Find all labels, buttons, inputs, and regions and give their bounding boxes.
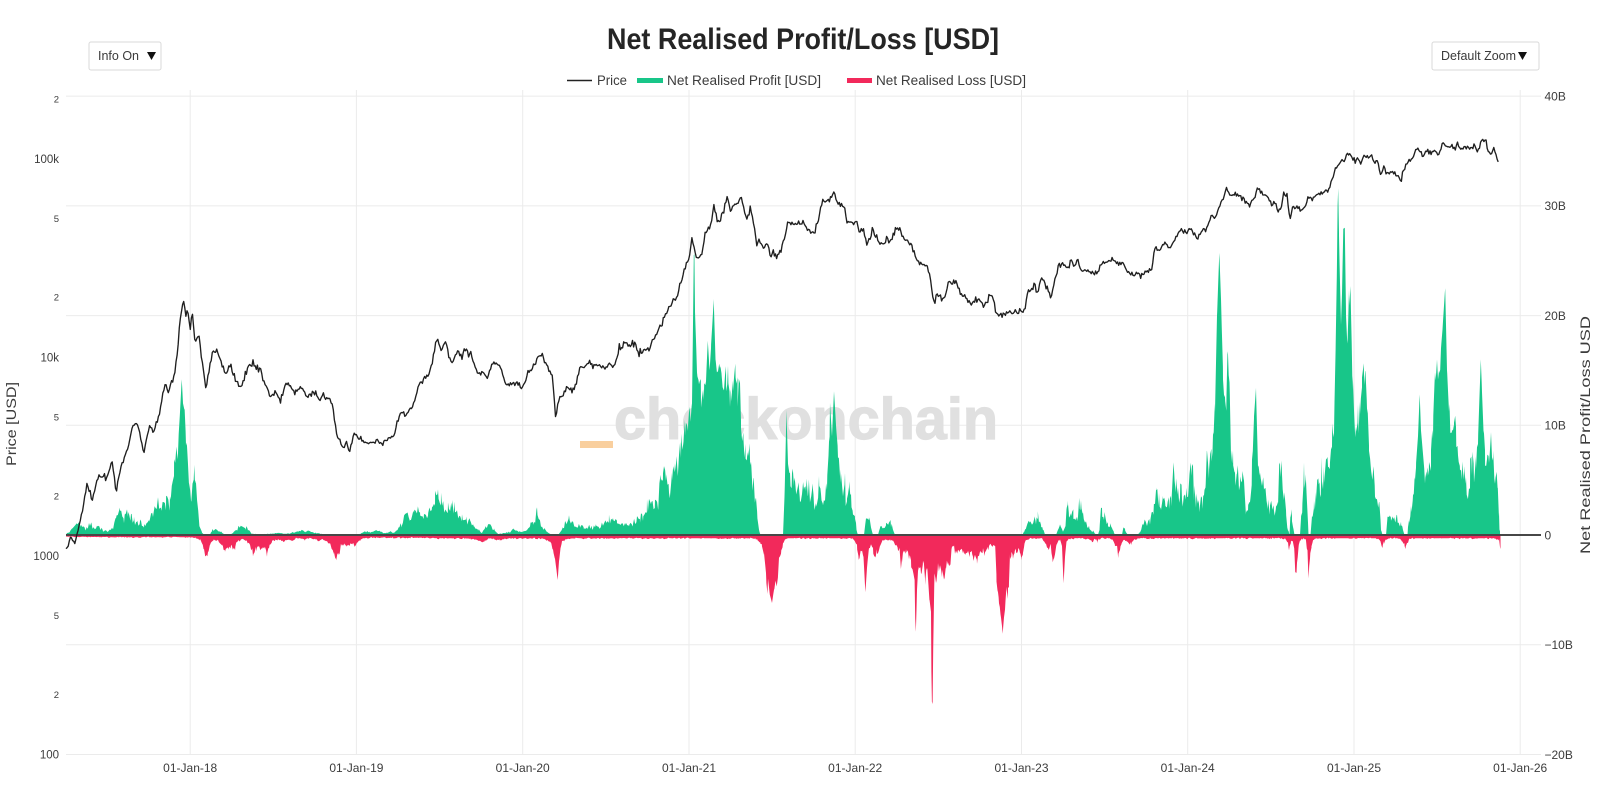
svg-text:20B: 20B [1545,309,1566,323]
svg-text:01-Jan-21: 01-Jan-21 [662,761,716,775]
svg-text:01-Jan-23: 01-Jan-23 [994,761,1048,775]
svg-text:10k: 10k [40,353,59,365]
svg-text:01-Jan-22: 01-Jan-22 [828,761,882,775]
svg-text:Price [USD]: Price [USD] [4,382,19,466]
svg-text:5: 5 [54,611,59,622]
svg-text:−10B: −10B [1545,638,1573,652]
svg-text:Net Realised Loss [USD]: Net Realised Loss [USD] [876,73,1026,88]
svg-text:01-Jan-19: 01-Jan-19 [329,761,383,775]
svg-text:Info On: Info On [98,49,139,63]
svg-text:30B: 30B [1545,199,1566,213]
svg-text:40B: 40B [1545,90,1566,104]
svg-text:2: 2 [54,94,59,105]
svg-text:5: 5 [54,214,59,225]
svg-text:5: 5 [54,413,59,424]
svg-text:10B: 10B [1545,419,1566,433]
svg-text:2: 2 [54,690,59,701]
svg-text:2: 2 [54,491,59,502]
svg-text:1000: 1000 [33,551,59,563]
svg-text:Default Zoom: Default Zoom [1441,49,1516,63]
svg-text:Net Realised Profit [USD]: Net Realised Profit [USD] [667,73,821,88]
svg-text:01-Jan-24: 01-Jan-24 [1161,761,1215,775]
svg-text:Net Realised Profit/Loss [USD]: Net Realised Profit/Loss [USD] [607,23,999,56]
svg-text:01-Jan-18: 01-Jan-18 [163,761,217,775]
svg-text:100k: 100k [34,154,59,166]
svg-text:Net Realised Profit/Loss USD: Net Realised Profit/Loss USD [1578,316,1593,554]
svg-text:01-Jan-20: 01-Jan-20 [496,761,550,775]
svg-text:01-Jan-26: 01-Jan-26 [1493,761,1547,775]
svg-text:2: 2 [54,293,59,304]
svg-text:100: 100 [40,750,59,762]
svg-text:checkonchain: checkonchain [614,387,998,452]
svg-text:01-Jan-25: 01-Jan-25 [1327,761,1381,775]
svg-text:0: 0 [1545,528,1552,542]
svg-text:−20B: −20B [1545,748,1573,762]
svg-text:Price: Price [597,73,627,88]
